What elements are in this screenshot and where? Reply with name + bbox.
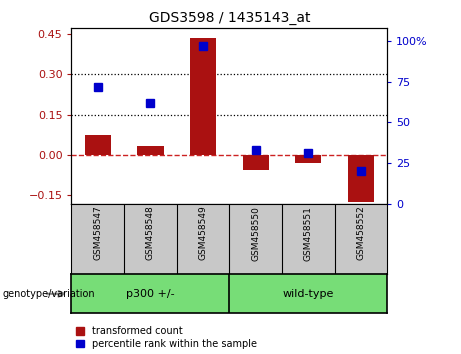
Legend: transformed count, percentile rank within the sample: transformed count, percentile rank withi… — [77, 326, 257, 349]
Text: genotype/variation: genotype/variation — [2, 289, 95, 299]
Text: GSM458549: GSM458549 — [199, 206, 207, 261]
Text: GSM458547: GSM458547 — [93, 206, 102, 261]
Title: GDS3598 / 1435143_at: GDS3598 / 1435143_at — [148, 11, 310, 24]
Bar — [85, 135, 111, 155]
Bar — [242, 155, 269, 170]
Bar — [348, 155, 374, 202]
Text: GSM458550: GSM458550 — [251, 206, 260, 261]
Bar — [137, 145, 164, 155]
Bar — [190, 38, 216, 155]
Text: wild-type: wild-type — [283, 289, 334, 299]
Bar — [295, 155, 321, 163]
Text: p300 +/-: p300 +/- — [126, 289, 175, 299]
Text: GSM458552: GSM458552 — [356, 206, 366, 261]
Text: GSM458551: GSM458551 — [304, 206, 313, 261]
Text: GSM458548: GSM458548 — [146, 206, 155, 261]
